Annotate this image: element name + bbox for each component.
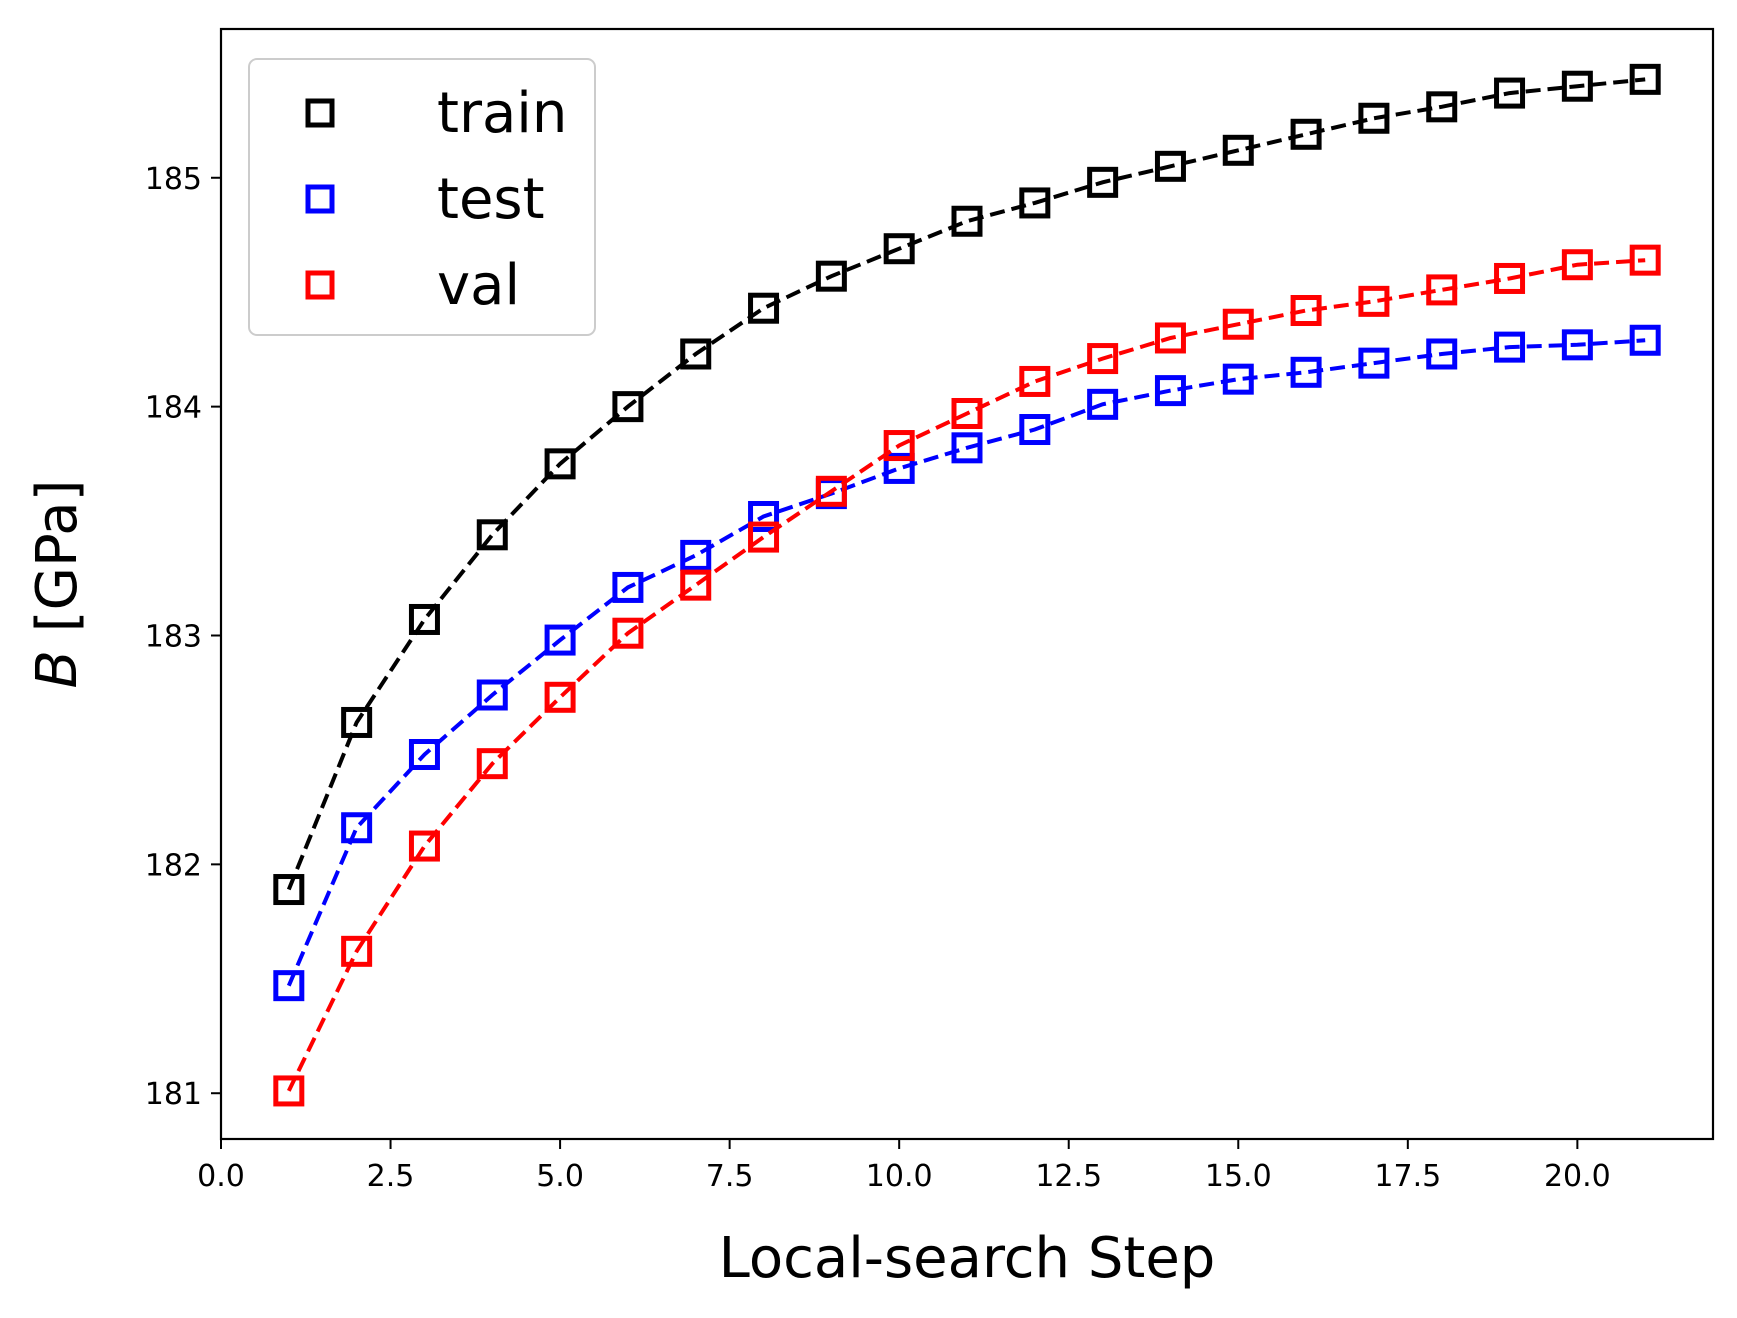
data-point-val	[612, 617, 644, 649]
x-tick-label: 10.0	[866, 1159, 933, 1194]
data-point-train	[1426, 91, 1458, 123]
x-axis: 0.0 2.5 5.0 7.5 10.0 12.5 15.0 17.5 20.0	[197, 1139, 1611, 1194]
data-point-train	[1222, 134, 1254, 166]
data-point-train	[612, 391, 644, 423]
data-point-val	[1426, 274, 1458, 306]
data-point-val	[273, 1075, 305, 1107]
x-tick-label: 12.5	[1035, 1159, 1102, 1194]
x-axis-label: Local-search Step	[719, 1226, 1216, 1291]
data-point-train	[1561, 70, 1593, 102]
data-point-val	[341, 935, 373, 967]
data-point-train	[815, 260, 847, 292]
legend-marker-train	[305, 98, 335, 128]
x-tick-label: 15.0	[1205, 1159, 1272, 1194]
data-point-train	[1629, 63, 1661, 95]
data-point-train	[748, 292, 780, 324]
data-point-train	[883, 233, 915, 265]
data-point-val	[748, 521, 780, 553]
data-point-test	[341, 812, 373, 844]
plot-frame	[219, 27, 1715, 1141]
data-point-val	[1629, 244, 1661, 276]
x-tick-label: 0.0	[197, 1159, 245, 1194]
data-point-val	[1154, 322, 1186, 354]
data-point-test	[1154, 375, 1186, 407]
series-layer	[273, 63, 1661, 1107]
legend: train test val	[248, 58, 596, 336]
data-point-test	[680, 539, 712, 571]
data-point-train	[1358, 102, 1390, 134]
x-tick-label: 2.5	[367, 1159, 415, 1194]
x-tick-label: 5.0	[536, 1159, 584, 1194]
data-point-test	[883, 452, 915, 484]
data-point-val	[408, 830, 440, 862]
data-point-train	[1019, 187, 1051, 219]
data-point-train	[544, 448, 576, 480]
y-tick-label: 183	[145, 619, 202, 654]
data-point-val	[1290, 295, 1322, 327]
data-point-test	[1019, 414, 1051, 446]
data-point-test	[1358, 347, 1390, 379]
legend-label-val: val	[437, 253, 520, 318]
data-point-test	[748, 500, 780, 532]
data-point-val	[1358, 285, 1390, 317]
data-point-val	[951, 397, 983, 429]
x-tick-label: 17.5	[1374, 1159, 1441, 1194]
y-axis: 181 182 183 184 185	[145, 162, 221, 1112]
y-axis-label-symbol: B	[25, 650, 90, 688]
data-point-test	[1222, 363, 1254, 395]
series-line-test	[286, 338, 1646, 987]
legend-box	[248, 58, 596, 336]
data-point-test	[544, 624, 576, 656]
x-tick-label: 7.5	[706, 1159, 754, 1194]
data-point-val	[815, 475, 847, 507]
data-point-test	[1290, 356, 1322, 388]
series-line-val	[287, 258, 1646, 1092]
data-point-test	[1426, 338, 1458, 370]
data-point-val	[1494, 262, 1526, 294]
y-axis-label: B [GPa]	[25, 480, 90, 689]
data-point-train	[273, 874, 305, 906]
data-point-test	[1561, 329, 1593, 361]
data-point-train	[341, 706, 373, 738]
data-point-val	[1019, 365, 1051, 397]
data-point-test	[476, 679, 508, 711]
data-point-train	[476, 519, 508, 551]
y-tick-label: 182	[145, 848, 202, 883]
data-point-train	[1087, 166, 1119, 198]
series-val	[273, 244, 1661, 1107]
series-line-train	[286, 77, 1646, 891]
legend-marker-test	[305, 184, 335, 214]
series-test	[273, 324, 1661, 1002]
data-point-train	[408, 603, 440, 635]
data-point-test	[273, 970, 305, 1002]
data-point-val	[1561, 249, 1593, 281]
x-tick-label: 20.0	[1544, 1159, 1611, 1194]
data-point-train	[1290, 118, 1322, 150]
data-point-test	[1087, 388, 1119, 420]
data-point-val	[883, 430, 915, 462]
legend-marker-val	[305, 270, 335, 300]
y-tick-label: 184	[145, 391, 202, 426]
data-point-test	[612, 571, 644, 603]
data-point-val	[680, 569, 712, 601]
data-point-test	[1494, 331, 1526, 363]
data-point-train	[1154, 150, 1186, 182]
data-point-test	[951, 432, 983, 464]
data-point-val	[476, 748, 508, 780]
legend-label-test: test	[437, 167, 545, 232]
data-point-train	[680, 338, 712, 370]
data-point-val	[1087, 343, 1119, 375]
y-tick-label: 185	[145, 162, 202, 197]
legend-label-train: train	[437, 81, 567, 146]
y-axis-label-unit: [GPa]	[25, 480, 90, 650]
data-point-val	[544, 681, 576, 713]
series-train	[273, 63, 1661, 906]
data-point-val	[1222, 308, 1254, 340]
data-point-train	[1494, 77, 1526, 109]
y-tick-label: 181	[145, 1077, 202, 1112]
data-point-test	[1629, 324, 1661, 356]
data-point-train	[951, 205, 983, 237]
data-point-test	[408, 739, 440, 771]
